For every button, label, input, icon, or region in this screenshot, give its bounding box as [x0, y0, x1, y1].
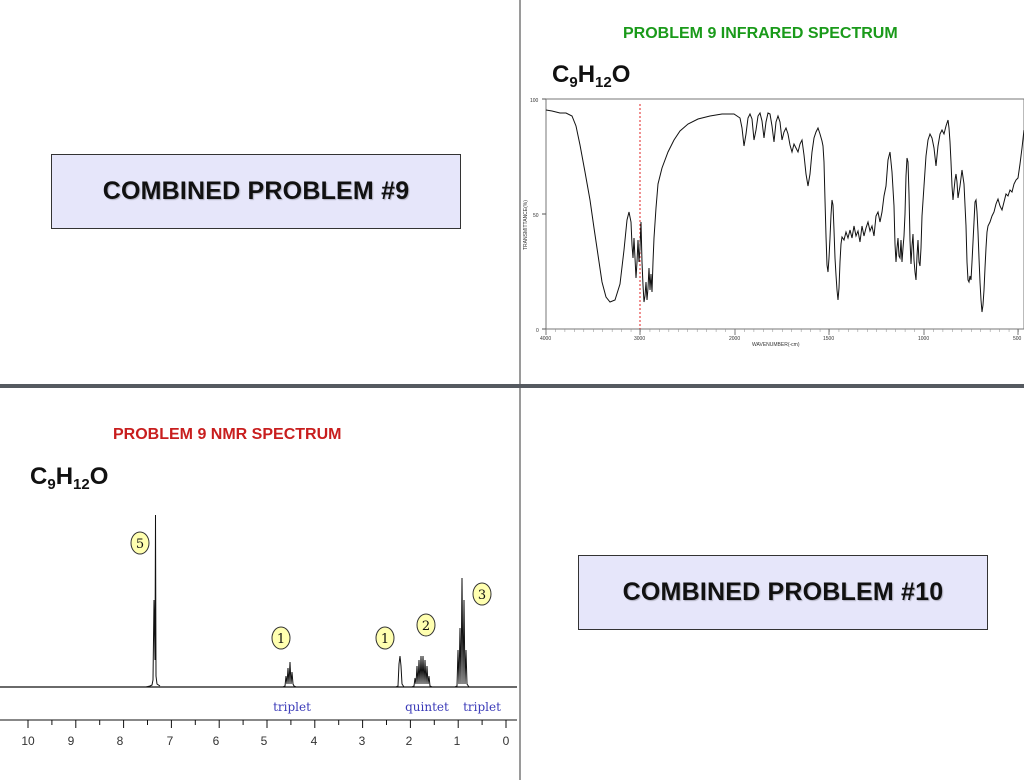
combined-problem-10-title: COMBINED PROBLEM #10 [622, 578, 944, 606]
multiplicity-triplet-4.5: triplet [273, 700, 311, 714]
multiplicity-quintet: quintet [405, 700, 449, 714]
nmr-tick-8: 8 [117, 734, 124, 748]
integration-bubble-5: 5 [130, 531, 150, 555]
ir-minor-ticks [545, 329, 1019, 332]
nmr-4.5-triplet [282, 661, 297, 688]
integration-bubble-1b: 1 [375, 626, 395, 650]
integration-label-5: 5 [136, 537, 144, 552]
nmr-tick-0: 0 [503, 734, 510, 748]
nmr-tick-9: 9 [68, 734, 75, 748]
ir-heading: PROBLEM 9 INFRARED SPECTRUM [623, 25, 898, 42]
nmr-tick-4: 4 [311, 734, 318, 748]
nmr-1.7-quintet [411, 655, 433, 688]
horizontal-divider [0, 384, 1024, 388]
multiplicity-triplet-0.9: triplet [463, 700, 501, 714]
integration-label-3: 3 [478, 588, 486, 603]
nmr-2.2-peak [395, 655, 405, 688]
ir-x-axis-label: WAVENUMBER(-cm) [752, 342, 800, 348]
ir-ytick-0: 0 [536, 328, 539, 334]
nmr-ppm-ticks [27, 720, 507, 728]
ir-ytick-100: 100 [530, 98, 539, 104]
nmr-0.9-triplet [454, 577, 470, 688]
nmr-aromatic-peak [145, 514, 161, 688]
integration-bubble-3: 3 [472, 582, 492, 606]
ir-y-ticks [542, 98, 546, 330]
integration-label-1b: 1 [381, 632, 389, 647]
nmr-tick-5: 5 [261, 734, 268, 748]
nmr-tick-6: 6 [213, 734, 220, 748]
ir-formula: C9H12O [552, 61, 631, 91]
integration-bubble-1a: 1 [271, 626, 291, 650]
nmr-heading: PROBLEM 9 NMR SPECTRUM [113, 426, 342, 443]
ir-xtick-500: 500 [1013, 336, 1022, 342]
nmr-formula: C9H12O [30, 463, 109, 493]
nmr-tick-1: 1 [454, 734, 461, 748]
ir-xtick-3000: 3000 [634, 336, 645, 342]
ir-y-axis-label: TRANSMITTANCE(%) [523, 200, 529, 250]
combined-problem-10-box: COMBINED PROBLEM #10 [578, 555, 988, 630]
ir-ytick-50: 50 [533, 213, 539, 219]
integration-bubble-2: 2 [416, 613, 436, 637]
integration-label-2: 2 [422, 619, 430, 634]
nmr-tick-2: 2 [406, 734, 413, 748]
nmr-tick-10: 10 [21, 734, 35, 748]
combined-problem-9-box: COMBINED PROBLEM #9 [51, 154, 461, 229]
vertical-divider [519, 0, 521, 780]
ir-xtick-2000: 2000 [729, 336, 740, 342]
ir-xtick-1000: 1000 [918, 336, 929, 342]
integration-label-1a: 1 [277, 632, 285, 647]
nmr-tick-3: 3 [359, 734, 366, 748]
ir-xtick-4000: 4000 [540, 336, 551, 342]
nmr-tick-7: 7 [167, 734, 174, 748]
ir-xtick-1500: 1500 [823, 336, 834, 342]
ir-spectrum-trace [545, 109, 1024, 313]
combined-problem-9-title: COMBINED PROBLEM #9 [102, 177, 410, 205]
